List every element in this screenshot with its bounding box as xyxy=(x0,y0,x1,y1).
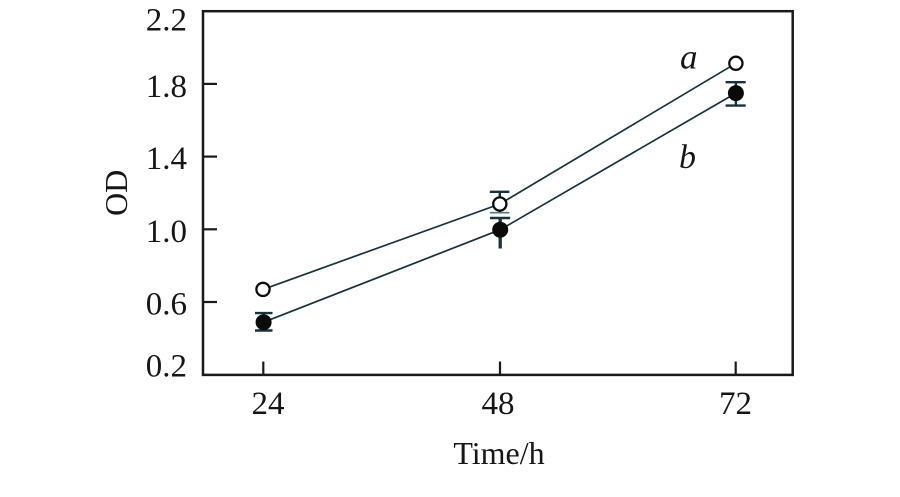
svg-text:48: 48 xyxy=(482,386,515,422)
svg-text:a: a xyxy=(680,38,698,77)
svg-text:24: 24 xyxy=(252,386,285,422)
svg-text:Time/h: Time/h xyxy=(453,435,544,471)
svg-text:72: 72 xyxy=(719,386,752,422)
svg-text:0.2: 0.2 xyxy=(146,349,187,385)
svg-text:b: b xyxy=(679,139,696,176)
svg-text:OD: OD xyxy=(98,170,134,216)
svg-text:1.0: 1.0 xyxy=(146,214,187,250)
svg-text:2.2: 2.2 xyxy=(146,3,187,39)
svg-text:1.4: 1.4 xyxy=(146,141,187,177)
svg-text:0.6: 0.6 xyxy=(146,287,187,323)
svg-text:1.8: 1.8 xyxy=(146,69,187,105)
